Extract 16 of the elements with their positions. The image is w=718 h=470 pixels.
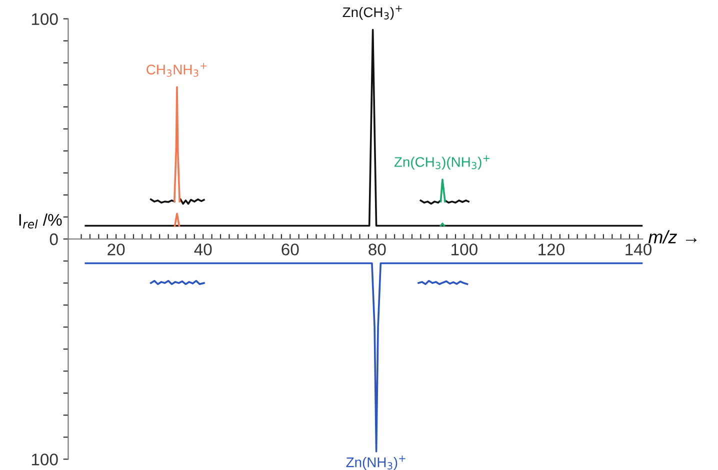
x-tick-label: 60 xyxy=(282,244,299,256)
series-label: Zn(CH$_{3}$)(NH$_{3}$)$^{+}$ xyxy=(394,155,490,170)
x-axis-title: m/z → xyxy=(648,230,697,244)
series-label: Zn(CH$_{3}$)$^{+}$ xyxy=(342,6,402,20)
x-tick-label: 40 xyxy=(194,244,212,256)
x-tick-label: 80 xyxy=(368,244,386,256)
x-tick-label: 100 xyxy=(452,244,478,256)
y-tick-label: 100 xyxy=(32,13,58,26)
series-label: CH$_{3}$NH$_{3}$$^{+}$ xyxy=(146,62,207,77)
x-tick-label: 140 xyxy=(626,244,652,256)
x-tick-label: 20 xyxy=(108,244,125,256)
y-tick-label: 100 xyxy=(32,454,58,466)
series-label: Zn(NH$_{3}$)$^{+}$ xyxy=(346,456,406,470)
y-axis-title: I$_{rel}$ /% xyxy=(19,214,62,228)
x-tick-label: 120 xyxy=(538,244,564,256)
y-tick-label: 0 xyxy=(50,233,58,246)
